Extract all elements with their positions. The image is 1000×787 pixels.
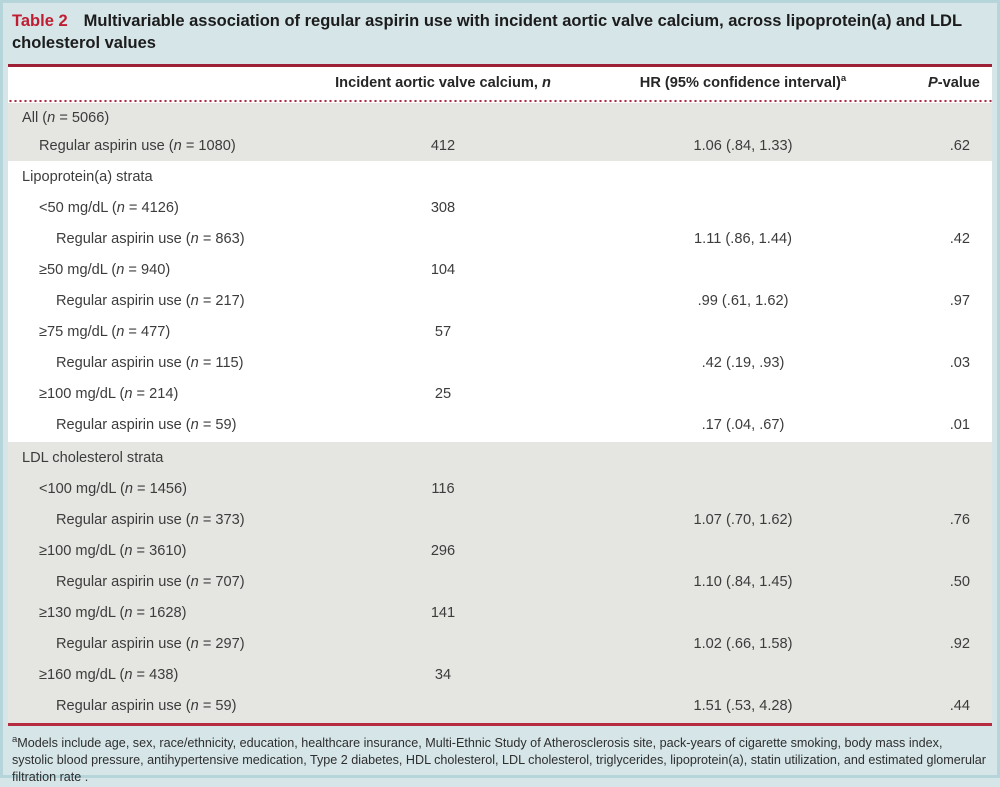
table-row: ≥160 mg/dL (n = 438) 34 — [8, 660, 992, 691]
cell-p-value: .50 — [949, 574, 970, 591]
table-row: Regular aspirin use (n = 217) .99 (.61, 1… — [8, 286, 992, 317]
table-header-row: Incident aortic valve calcium, n HR (95%… — [8, 66, 992, 99]
cell-incident-count: 25 — [434, 386, 452, 403]
footnote-marker: a — [12, 733, 18, 745]
table-row: Lipoprotein(a) strata — [8, 162, 992, 193]
dotted-divider — [8, 98, 992, 103]
cell-p-value: .97 — [949, 293, 970, 310]
row-label: Regular aspirin use (n = 297) — [56, 636, 245, 653]
cell-incident-count: 116 — [431, 481, 455, 498]
cell-p-value: .76 — [949, 512, 970, 529]
table-row: Regular aspirin use (n = 297) 1.02 (.66, … — [8, 629, 992, 660]
row-label: Regular aspirin use (n = 1080) — [39, 137, 236, 154]
cell-hazard-ratio: 1.51 (.53, 4.28) — [693, 698, 793, 715]
cell-hazard-ratio: 1.11 (.86, 1.44) — [694, 231, 792, 248]
table-row: Regular aspirin use (n = 1080) 412 1.06 (.… — [8, 132, 992, 160]
section-all: All (n = 5066) Regular aspirin use (n = 1… — [8, 102, 992, 161]
cell-incident-count: 296 — [430, 543, 456, 560]
table-row: ≥100 mg/dL (n = 3610) 296 — [8, 536, 992, 567]
cell-incident-count: 308 — [430, 200, 456, 217]
row-label: ≥50 mg/dL (n = 940) — [39, 262, 171, 279]
cell-incident-count: 104 — [430, 262, 456, 279]
table-row: ≥75 mg/dL (n = 477) 57 — [8, 317, 992, 348]
row-label: ≥130 mg/dL (n = 1628) — [39, 605, 187, 622]
table-row: <50 mg/dL (n = 4126) 308 — [8, 193, 992, 224]
footnote-text: Models include age, sex, race/ethnicity,… — [12, 735, 986, 785]
row-label: Regular aspirin use (n = 373) — [56, 512, 245, 529]
cell-p-value: .62 — [949, 137, 970, 154]
table-number-label: Table 2 — [12, 12, 68, 30]
table-row: Regular aspirin use (n = 59) .17 (.04, .6… — [8, 410, 992, 441]
row-label: All (n = 5066) — [22, 109, 110, 126]
section-ldl-cholesterol-strata: LDL cholesterol strata <100 mg/dL (n = 14… — [8, 441, 992, 723]
row-label: Lipoprotein(a) strata — [22, 169, 153, 186]
table-row: Regular aspirin use (n = 115) .42 (.19, .… — [8, 348, 992, 379]
table-row: Regular aspirin use (n = 707) 1.10 (.84, … — [8, 567, 992, 598]
col-header-incident-avc: Incident aortic valve calcium, n — [335, 74, 551, 91]
cell-hazard-ratio: 1.02 (.66, 1.58) — [693, 636, 793, 653]
row-label: Regular aspirin use (n = 707) — [56, 574, 245, 591]
table-footnote: aModels include age, sex, race/ethnicity… — [8, 726, 992, 787]
table-row: Regular aspirin use (n = 863) 1.11 (.86, … — [8, 224, 992, 255]
footnote-marker-a: a — [840, 72, 847, 84]
row-label: ≥100 mg/dL (n = 214) — [39, 386, 179, 403]
data-table: Incident aortic valve calcium, n HR (95%… — [8, 63, 992, 726]
cell-incident-count: 141 — [430, 605, 456, 622]
row-label: Regular aspirin use (n = 59) — [56, 417, 237, 434]
row-label: ≥75 mg/dL (n = 477) — [39, 324, 171, 341]
cell-hazard-ratio: .99 (.61, 1.62) — [697, 293, 789, 310]
cell-incident-count: 412 — [430, 137, 456, 154]
row-label: <100 mg/dL (n = 1456) — [39, 481, 187, 498]
col-header-p-value: P-value — [928, 74, 980, 91]
row-label: Regular aspirin use (n = 217) — [56, 293, 245, 310]
table-row: <100 mg/dL (n = 1456) 116 — [8, 474, 992, 505]
row-label: LDL cholesterol strata — [22, 450, 164, 467]
cell-incident-count: 57 — [434, 324, 452, 341]
table-title-text: Multivariable association of regular asp… — [12, 12, 962, 52]
table-figure: Table 2 Multivariable association of regu… — [3, 3, 997, 787]
row-label: Regular aspirin use (n = 59) — [56, 698, 237, 715]
row-label: ≥160 mg/dL (n = 438) — [39, 667, 179, 684]
row-label: Regular aspirin use (n = 115) — [56, 355, 244, 372]
cell-hazard-ratio: 1.06 (.84, 1.33) — [693, 137, 793, 154]
section-lipoprotein-a-strata: Lipoprotein(a) strata <50 mg/dL (n = 4126… — [8, 160, 992, 442]
cell-hazard-ratio: 1.10 (.84, 1.45) — [693, 574, 793, 591]
row-label: Regular aspirin use (n = 863) — [56, 231, 245, 248]
cell-p-value: .44 — [949, 698, 970, 715]
table-row: LDL cholesterol strata — [8, 443, 992, 474]
table-row: ≥50 mg/dL (n = 940) 104 — [8, 255, 992, 286]
cell-hazard-ratio: 1.07 (.70, 1.62) — [693, 512, 793, 529]
italic-n: n — [541, 74, 551, 91]
cell-p-value: .01 — [949, 417, 970, 434]
cell-hazard-ratio: .42 (.19, .93) — [701, 355, 785, 372]
table-row: ≥100 mg/dL (n = 214) 25 — [8, 379, 992, 410]
row-label: <50 mg/dL (n = 4126) — [39, 200, 179, 217]
italic-p: P — [928, 74, 938, 91]
cell-p-value: .03 — [949, 355, 970, 372]
table-caption: Table 2 Multivariable association of regu… — [8, 8, 992, 64]
col-header-hazard-ratio: HR (95% confidence interval)a — [639, 72, 847, 91]
table-row: Regular aspirin use (n = 59) 1.51 (.53, 4… — [8, 691, 992, 722]
table-body: All (n = 5066) Regular aspirin use (n = 1… — [8, 102, 992, 723]
cell-p-value: .92 — [949, 636, 970, 653]
table-row: Regular aspirin use (n = 373) 1.07 (.70, … — [8, 505, 992, 536]
cell-incident-count: 34 — [434, 667, 452, 684]
cell-p-value: .42 — [949, 231, 970, 248]
table-row: All (n = 5066) — [8, 104, 992, 132]
table-row: ≥130 mg/dL (n = 1628) 141 — [8, 598, 992, 629]
cell-hazard-ratio: .17 (.04, .67) — [701, 417, 785, 434]
row-label: ≥100 mg/dL (n = 3610) — [39, 543, 187, 560]
